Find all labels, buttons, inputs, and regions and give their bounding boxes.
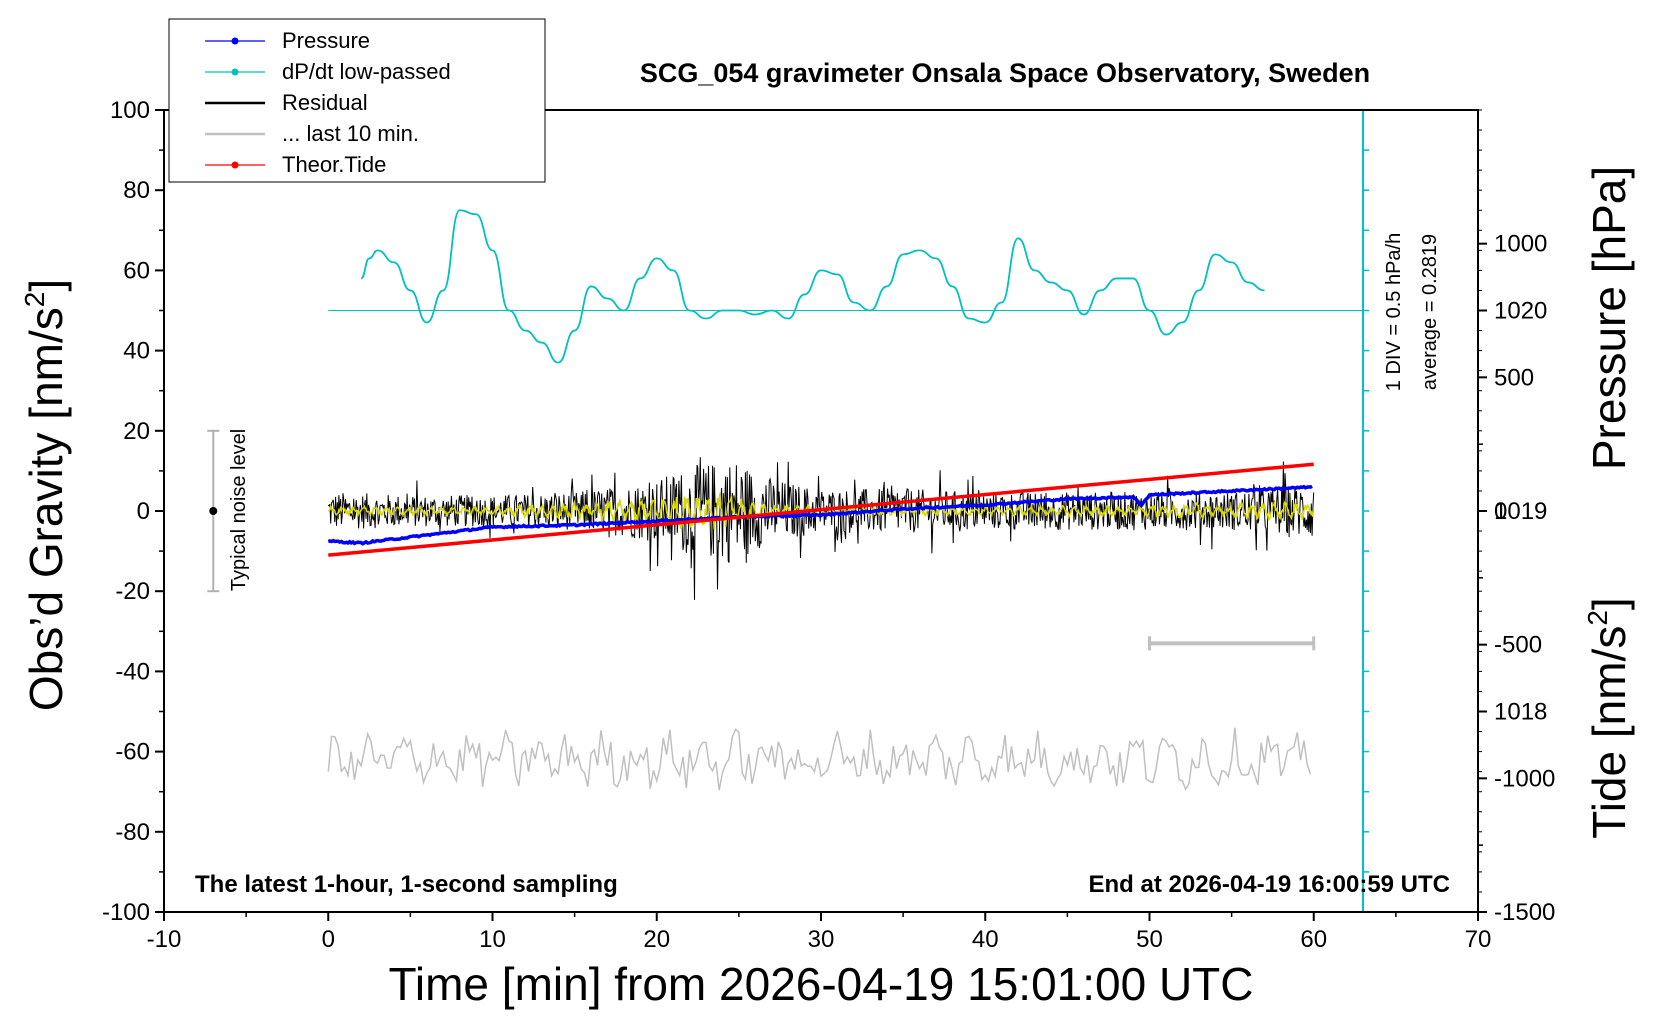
- x-tick-label: 10: [479, 926, 506, 953]
- x-tick-label: 70: [1465, 926, 1492, 953]
- dpdt-scale-label: 1 DIV = 0.5 hPa/h: [1383, 233, 1405, 391]
- y-axis-title-gravity: Obs’d Gravity [nm/s2]: [19, 279, 72, 711]
- x-tick-label: 0: [322, 926, 335, 953]
- legend-label: Residual: [282, 90, 368, 115]
- y-tick-label-gravity: -100: [102, 899, 150, 926]
- y-axis-title-tide-main: Tide [nm/s: [1583, 626, 1635, 839]
- x-axis-title: Time [min] from 2026-04-19 15:01:00 UTC: [389, 958, 1254, 1010]
- legend-label: Theor.Tide: [282, 152, 386, 177]
- y-axis-title-gravity-tail: ]: [20, 279, 72, 292]
- y-axis-title-gravity-sup: 2: [19, 292, 50, 308]
- chart-title: SCG_054 gravimeter Onsala Space Observat…: [640, 58, 1370, 88]
- legend-box: [168, 18, 546, 183]
- y-tick-label-tide: 500: [1494, 364, 1534, 391]
- legend-label: dP/dt low-passed: [282, 59, 451, 84]
- series-layer: [207, 110, 1378, 912]
- y-tick-label-gravity: 20: [123, 418, 150, 445]
- y-axis-title-tide-tail: ]: [1583, 597, 1635, 610]
- legend-label: Pressure: [282, 28, 370, 53]
- legend-marker: [231, 161, 239, 169]
- y-tick-label-gravity: -60: [115, 739, 150, 766]
- series-last-10-min: [327, 727, 1312, 791]
- y-tick-label-gravity: -80: [115, 819, 150, 846]
- dpdt-average-label: average = 0.2819: [1419, 234, 1441, 390]
- y-tick-label-pressure: 1020: [1494, 298, 1547, 325]
- y-tick-label-pressure: 1019: [1494, 498, 1547, 525]
- y-tick-label-gravity: -20: [115, 578, 150, 605]
- series-dpdt-lowpassed: [360, 209, 1265, 364]
- legend: Pressure dP/dt low-passed Residual ... last…: [168, 18, 546, 183]
- y-tick-label-pressure: 1018: [1494, 699, 1547, 726]
- y-tick-label-gravity: 40: [123, 338, 150, 365]
- y-tick-label-tide: -500: [1494, 632, 1542, 659]
- legend-marker: [231, 68, 239, 76]
- ticks-layer: -10 0 10 20 30 40 50 60 70-100-80-60-40-20020406…: [102, 97, 1555, 953]
- y-axis-title-gravity-main: Obs’d Gravity [nm/s: [20, 307, 72, 711]
- y-tick-label-tide: 0: [1494, 498, 1507, 525]
- series-pressure: [327, 484, 1313, 546]
- y-axis-title-tide: Tide [nm/s2]: [1582, 597, 1635, 838]
- y-tick-label-gravity: 0: [137, 498, 150, 525]
- y-axis-title-tide-sup: 2: [1582, 610, 1613, 626]
- x-tick-label: 30: [808, 926, 835, 953]
- noise-level-label: Typical noise level: [228, 429, 250, 591]
- x-tick-label: -10: [147, 926, 182, 953]
- series-theor-tide: [328, 462, 1314, 557]
- legend-marker: [231, 37, 239, 45]
- x-tick-label: 20: [643, 926, 670, 953]
- note-right: End at 2026-04-19 16:00:59 UTC: [1089, 871, 1451, 898]
- y-tick-label-gravity: 100: [110, 97, 150, 124]
- legend-label: ... last 10 min.: [282, 121, 419, 146]
- x-tick-label: 40: [972, 926, 999, 953]
- y-tick-label-tide: -1000: [1494, 765, 1555, 792]
- x-tick-label: 60: [1300, 926, 1327, 953]
- noise-level-dot: [209, 507, 218, 515]
- y-tick-label-gravity: 60: [123, 257, 150, 284]
- y-axis-title-pressure: Pressure [hPa]: [1583, 166, 1635, 470]
- y-tick-label-gravity: 80: [123, 177, 150, 204]
- y-tick-label-gravity: -40: [115, 658, 150, 685]
- y-tick-label-tide: 1000: [1494, 231, 1547, 258]
- note-left: The latest 1-hour, 1-second sampling: [195, 871, 618, 898]
- x-tick-label: 50: [1136, 926, 1163, 953]
- y-tick-label-tide: -1500: [1494, 899, 1555, 926]
